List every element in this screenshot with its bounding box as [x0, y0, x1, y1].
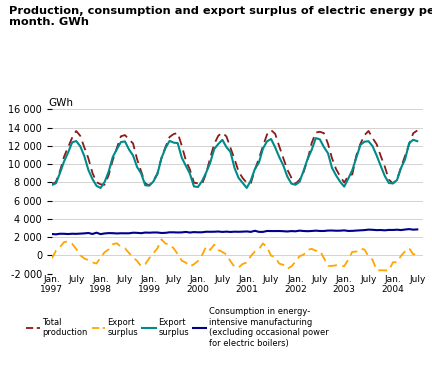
Text: GWh: GWh: [48, 98, 73, 108]
Text: Production, consumption and export surplus of electric energy per
month. GWh: Production, consumption and export surpl…: [9, 6, 432, 27]
Legend: Total
production, Export
surplus, Export
surplus, Consumption in energy-
intensi: Total production, Export surplus, Export…: [26, 307, 329, 348]
